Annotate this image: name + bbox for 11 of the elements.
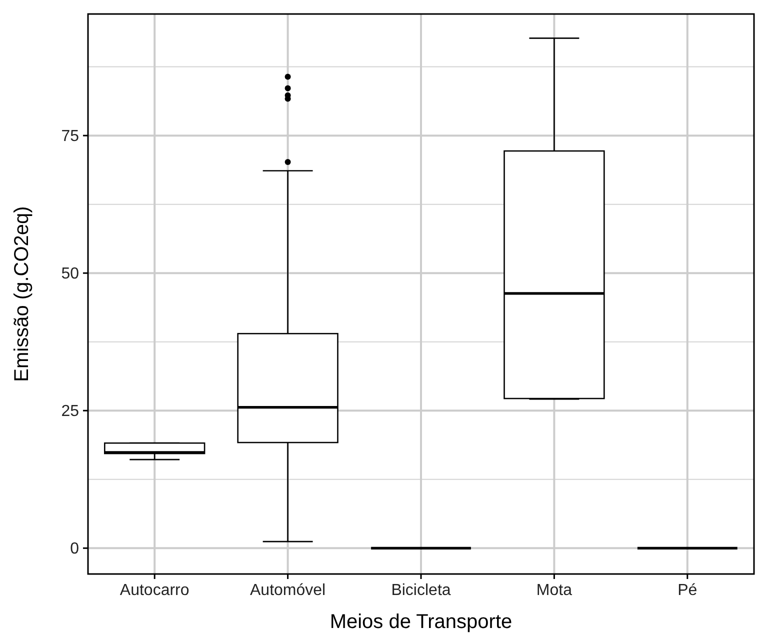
x-tick-label: Mota <box>536 582 572 599</box>
y-tick-label: 25 <box>61 403 80 420</box>
y-axis-title: Emissão (g.CO2eq) <box>11 206 33 382</box>
x-tick-label: Autocarro <box>120 582 190 599</box>
y-tick-label: 75 <box>61 128 80 146</box>
y-tick-label: 50 <box>61 266 80 283</box>
y-tick-label: 0 <box>70 540 80 558</box>
x-tick-label: Bicicleta <box>391 582 451 599</box>
x-axis-title: Meios de Transporte <box>330 611 512 633</box>
x-tick-label: Pé <box>678 582 698 599</box>
x-tick-label: Automóvel <box>250 582 326 599</box>
